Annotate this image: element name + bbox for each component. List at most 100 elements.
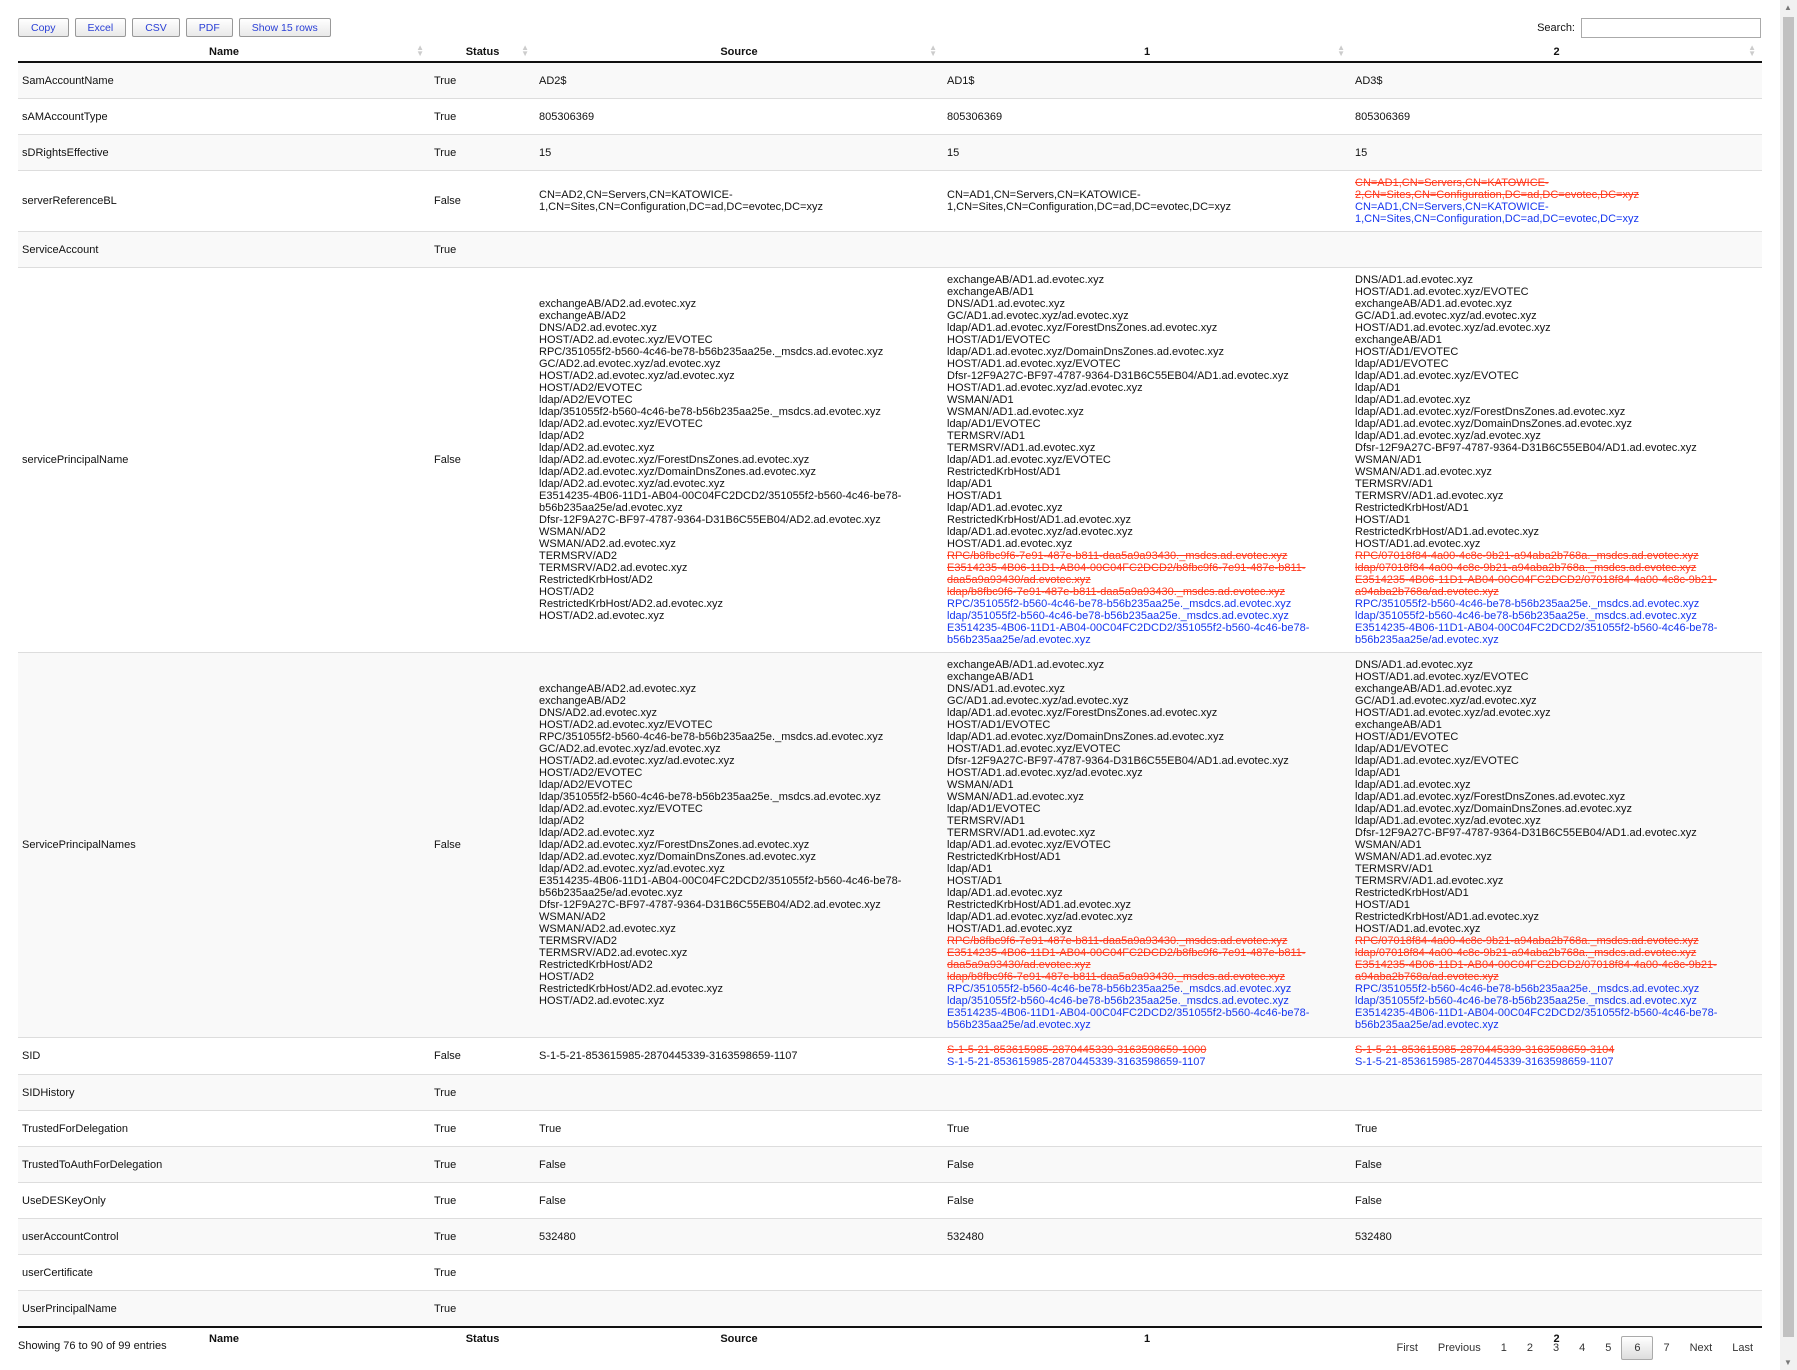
csv-button[interactable]: CSV	[132, 18, 180, 37]
value-line: RestrictedKrbHost/AD2	[539, 574, 653, 586]
value-line: DNS/AD2.ad.evotec.xyz	[539, 707, 657, 719]
column-header-2[interactable]: 2 ▲ ▼	[1351, 42, 1762, 63]
value-line: CN=AD2,CN=Servers,CN=KATOWICE-	[539, 189, 733, 201]
page-next-button[interactable]: Next	[1689, 1342, 1713, 1354]
value-line: exchangeAB/AD2	[539, 310, 626, 322]
removed-value: S-1-5-21-853615985-2870445339-3163598659…	[1355, 1044, 1615, 1056]
page-first-button[interactable]: First	[1396, 1342, 1418, 1354]
value-line: Dfsr-12F9A27C-BF97-4787-9364-D31B6C55EB0…	[539, 899, 881, 911]
search-label: Search:	[1537, 22, 1575, 34]
value-line: TERMSRV/AD1.ad.evotec.xyz	[1355, 490, 1504, 502]
sort-icon: ▲ ▼	[416, 43, 424, 58]
export-toolbar: Copy Excel CSV PDF Show 15 rows	[18, 18, 331, 37]
value-line: ldap/AD2.ad.evotec.xyz/ad.evotec.xyz	[539, 478, 725, 490]
value-line: True	[1355, 1122, 1378, 1135]
removed-value: a94aba2b768a/ad.evotec.xyz	[1355, 971, 1499, 983]
compare-cell-2: 15	[1351, 134, 1762, 171]
property-name: TrustedToAuthForDelegation	[18, 1146, 430, 1183]
added-value: 1,CN=Sites,CN=Configuration,DC=ad,DC=evo…	[1355, 213, 1639, 225]
value-line: ldap/AD1.ad.evotec.xyz/EVOTEC	[1355, 755, 1519, 767]
compare-cell-1: exchangeAB/AD1.ad.evotec.xyz exchangeAB/A…	[943, 267, 1351, 653]
page-last-button[interactable]: Last	[1732, 1342, 1753, 1354]
show-rows-button[interactable]: Show 15 rows	[238, 18, 331, 37]
value-line: GC/AD1.ad.evotec.xyz/ad.evotec.xyz	[947, 695, 1129, 707]
column-header-source[interactable]: Source ▲ ▼	[535, 42, 943, 63]
value-line: HOST/AD1.ad.evotec.xyz/EVOTEC	[1355, 286, 1529, 298]
value-line: False	[1355, 1158, 1382, 1171]
status-cell: True	[430, 1110, 535, 1147]
value-line: exchangeAB/AD1.ad.evotec.xyz	[947, 659, 1105, 671]
property-name: ServicePrincipalNames	[18, 652, 430, 1038]
value-line: b56b235aa25e/ad.evotec.xyz	[539, 887, 683, 899]
column-header-status[interactable]: Status ▲ ▼	[430, 42, 535, 63]
value-line: GC/AD1.ad.evotec.xyz/ad.evotec.xyz	[1355, 310, 1537, 322]
page-4-button[interactable]: 4	[1579, 1342, 1586, 1354]
page-1-button[interactable]: 1	[1500, 1342, 1507, 1354]
removed-value: E3514235-4B06-11D1-AB04-00C04FC2DCD2/b8f…	[947, 947, 1306, 959]
copy-button[interactable]: Copy	[18, 18, 69, 37]
value-line: HOST/AD1.ad.evotec.xyz	[947, 923, 1073, 935]
status-cell: True	[430, 1218, 535, 1255]
page-7-button[interactable]: 7	[1663, 1342, 1670, 1354]
scroll-down-icon[interactable]: ▼	[1784, 1358, 1792, 1367]
added-value: ldap/351055f2-b560-4c46-be78-b56b235aa25…	[1355, 610, 1697, 622]
removed-value: ldap/07018f84-4a00-4c8c-9b21-a94aba2b768…	[1355, 562, 1697, 574]
pdf-button[interactable]: PDF	[185, 18, 233, 37]
value-line: HOST/AD2.ad.evotec.xyz/ad.evotec.xyz	[539, 370, 735, 382]
compare-cell-2	[1351, 1074, 1762, 1111]
column-header-name[interactable]: Name ▲ ▼	[18, 42, 430, 63]
search-box: Search:	[1537, 18, 1761, 38]
value-line: RPC/351055f2-b560-4c46-be78-b56b235aa25e…	[539, 731, 884, 743]
property-name: userCertificate	[18, 1254, 430, 1291]
value-line: exchangeAB/AD1	[947, 671, 1034, 683]
value-line: RestrictedKrbHost/AD1	[1355, 502, 1469, 514]
excel-button[interactable]: Excel	[74, 18, 127, 37]
compare-cell-1: False	[943, 1182, 1351, 1219]
source-cell: AD2$	[535, 61, 943, 99]
sort-icon: ▲ ▼	[1748, 43, 1756, 58]
value-line: TERMSRV/AD1	[1355, 863, 1434, 875]
scrollbar-thumb[interactable]	[1783, 17, 1794, 1337]
value-line: HOST/AD2	[539, 586, 595, 598]
search-input[interactable]	[1581, 18, 1761, 38]
value-line: HOST/AD2.ad.evotec.xyz/EVOTEC	[539, 334, 713, 346]
value-line: E3514235-4B06-11D1-AB04-00C04FC2DCD2/351…	[539, 875, 902, 887]
value-line: DNS/AD2.ad.evotec.xyz	[539, 322, 657, 334]
column-header-1[interactable]: 1 ▲ ▼	[943, 42, 1351, 63]
value-line: ldap/AD2.ad.evotec.xyz/DomainDnsZones.ad…	[539, 466, 816, 478]
value-line: HOST/AD2.ad.evotec.xyz/EVOTEC	[539, 719, 713, 731]
compare-cell-1: CN=AD1,CN=Servers,CN=KATOWICE- 1,CN=Sites…	[943, 170, 1351, 232]
value-line: TERMSRV/AD1.ad.evotec.xyz	[947, 442, 1096, 454]
scroll-up-icon[interactable]: ▲	[1784, 3, 1792, 12]
table-body: SamAccountName True AD2$ AD1$ AD3$ sAMAccount…	[18, 61, 1762, 1327]
page-previous-button[interactable]: Previous	[1437, 1342, 1481, 1354]
added-value: b56b235aa25e/ad.evotec.xyz	[947, 1019, 1091, 1031]
added-value: E3514235-4B06-11D1-AB04-00C04FC2DCD2/351…	[1355, 1007, 1718, 1019]
removed-value: a94aba2b768a/ad.evotec.xyz	[1355, 586, 1499, 598]
value-line: b56b235aa25e/ad.evotec.xyz	[539, 502, 683, 514]
removed-value: ldap/b8fbc9f6-7e91-487e-b811-daa5a9a9343…	[947, 586, 1285, 598]
page-2-button[interactable]: 2	[1526, 1342, 1533, 1354]
footer-source: Source	[535, 1326, 943, 1350]
page-5-button[interactable]: 5	[1605, 1342, 1612, 1354]
value-line: HOST/AD1.ad.evotec.xyz/EVOTEC	[947, 358, 1121, 370]
value-line: False	[947, 1158, 974, 1171]
value-line: ldap/AD1.ad.evotec.xyz/ad.evotec.xyz	[947, 911, 1133, 923]
value-line: exchangeAB/AD2.ad.evotec.xyz	[539, 683, 697, 695]
pagination: First Previous 1 2 3 4 5 6 7 Next Last	[1387, 1336, 1763, 1360]
table-row: SIDHistory True	[18, 1074, 1762, 1111]
page-6-button[interactable]: 6	[1621, 1336, 1654, 1360]
value-line: RestrictedKrbHost/AD1	[1355, 887, 1469, 899]
value-line: exchangeAB/AD2.ad.evotec.xyz	[539, 298, 697, 310]
page-3-button[interactable]: 3	[1552, 1342, 1560, 1354]
value-line: WSMAN/AD2	[539, 526, 606, 538]
value-line: ldap/AD2	[539, 815, 585, 827]
value-line: HOST/AD1	[1355, 899, 1411, 911]
vertical-scrollbar[interactable]: ▲ ▼	[1780, 0, 1797, 1370]
table-row: userCertificate True	[18, 1254, 1762, 1291]
value-line: HOST/AD1.ad.evotec.xyz/ad.evotec.xyz	[947, 767, 1143, 779]
value-line: HOST/AD1	[947, 490, 1003, 502]
added-value: RPC/351055f2-b560-4c46-be78-b56b235aa25e…	[947, 598, 1292, 610]
value-line: exchangeAB/AD1	[1355, 334, 1442, 346]
table-row: ServiceAccount True	[18, 231, 1762, 268]
